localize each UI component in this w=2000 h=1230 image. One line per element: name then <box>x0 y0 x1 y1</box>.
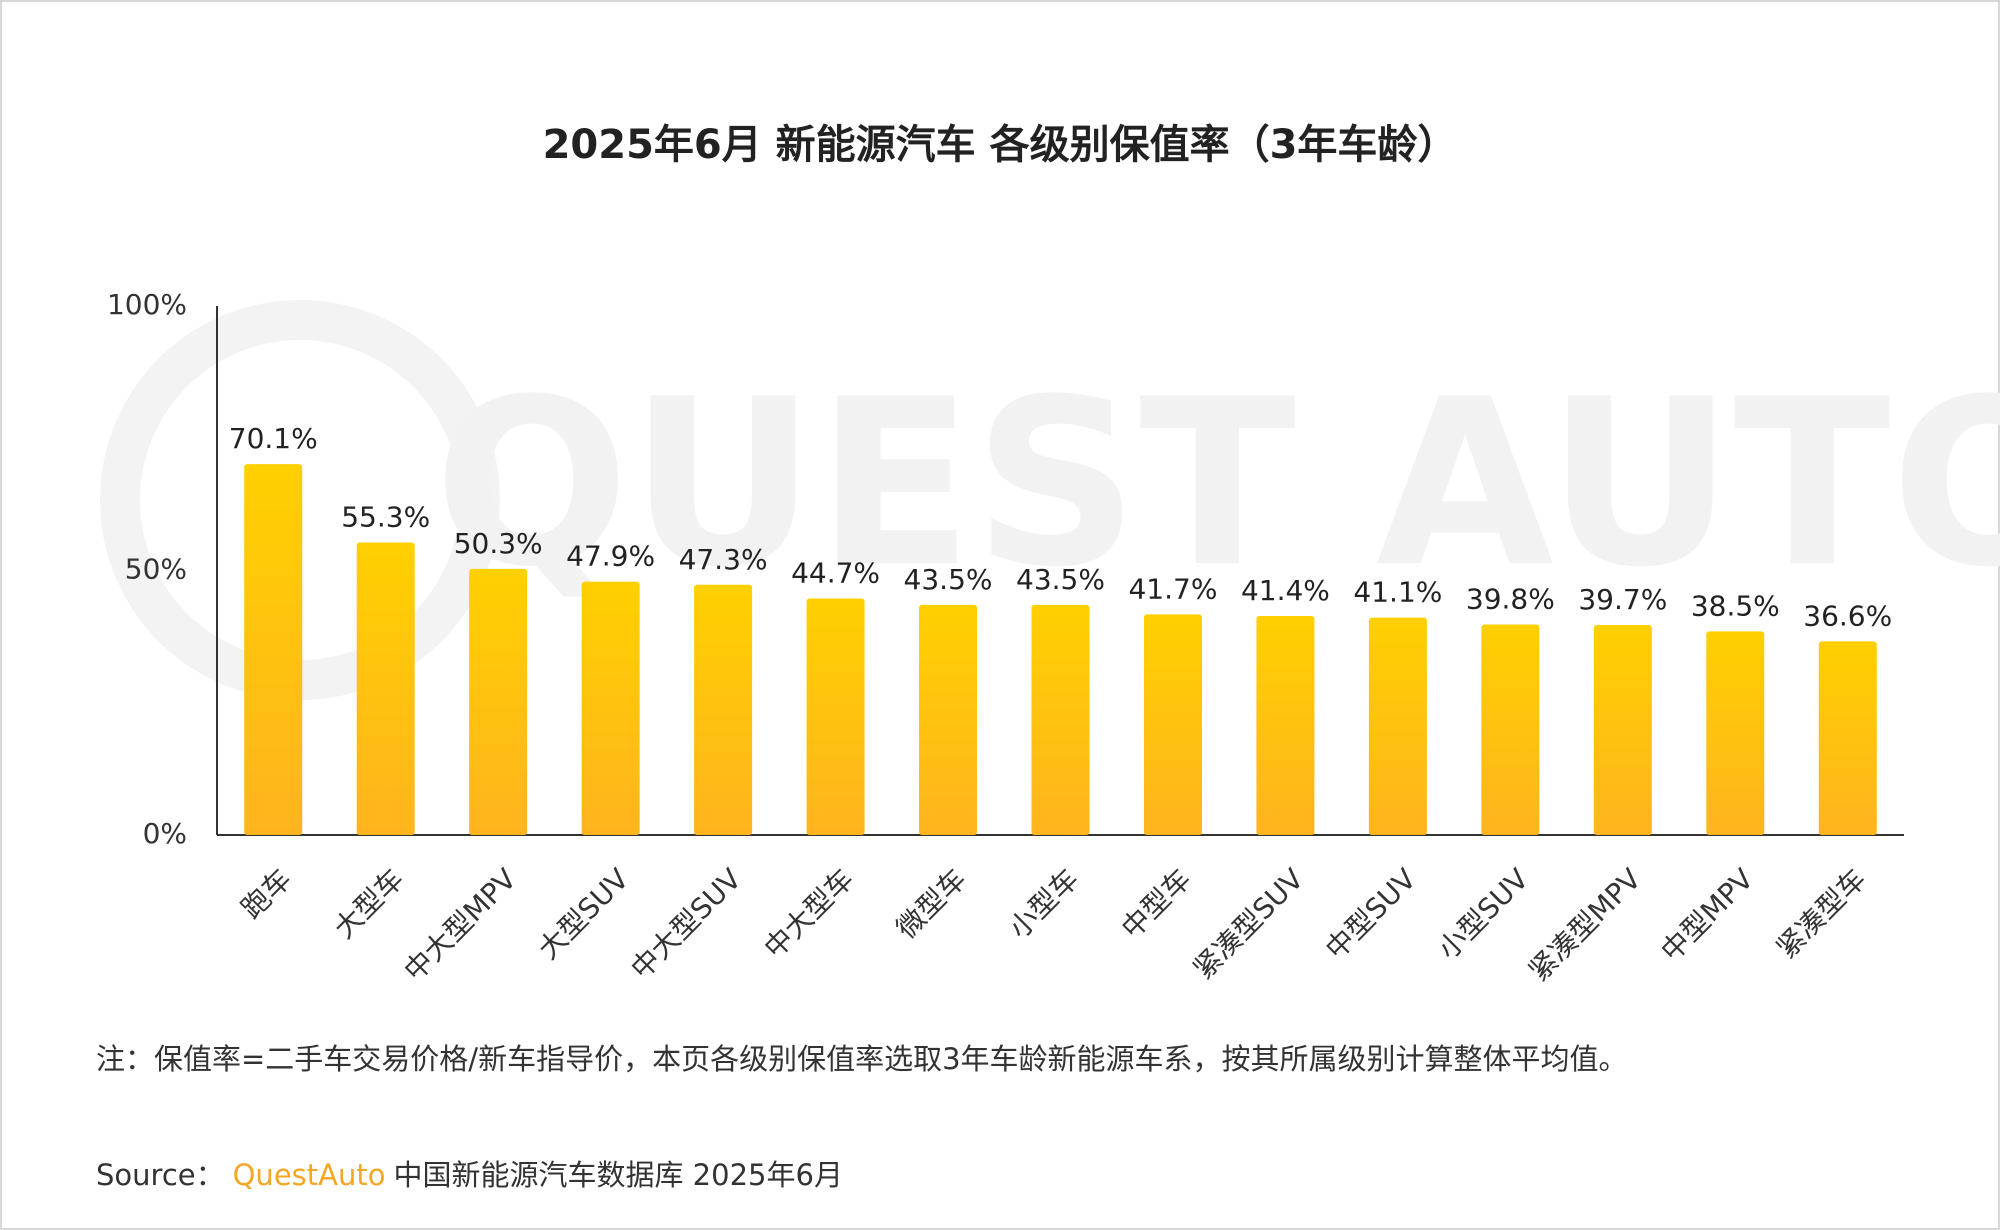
bar <box>469 568 528 835</box>
watermark: QUEST AUTO <box>434 351 2000 618</box>
bar <box>1706 631 1765 835</box>
source-text: 中国新能源汽车数据库 2025年6月 <box>393 1158 842 1192</box>
bar <box>1481 624 1540 835</box>
value-label: 41.4% <box>1241 574 1330 607</box>
bar <box>1143 614 1202 835</box>
value-label: 36.6% <box>1803 599 1892 632</box>
bar <box>1256 615 1315 835</box>
value-label: 43.5% <box>1016 563 1105 596</box>
bar <box>356 542 415 835</box>
value-label: 47.3% <box>679 543 768 576</box>
y-tick-label: 50% <box>125 553 187 586</box>
value-label: 41.7% <box>1128 572 1217 605</box>
value-label: 44.7% <box>791 557 880 590</box>
value-label: 50.3% <box>454 527 543 560</box>
value-label: 39.7% <box>1578 583 1667 616</box>
value-label: 43.5% <box>904 563 993 596</box>
bar <box>694 584 753 835</box>
bar <box>1031 604 1090 835</box>
bar <box>1593 624 1652 835</box>
bar <box>919 604 978 835</box>
bar <box>244 464 303 835</box>
value-label: 39.8% <box>1466 582 1555 615</box>
bar <box>806 598 865 835</box>
value-label: 41.1% <box>1353 576 1442 609</box>
value-label: 55.3% <box>341 500 430 533</box>
bar <box>1368 617 1427 835</box>
value-label: 47.9% <box>566 540 655 573</box>
bar <box>581 581 640 835</box>
bar <box>1818 641 1877 835</box>
note: 注：保值率=二手车交易价格/新车指导价，本页各级别保值率选取3年车龄新能源车系，… <box>96 1042 1628 1076</box>
value-label: 38.5% <box>1691 589 1780 622</box>
chart-title: 2025年6月 新能源汽车 各级别保值率（3年车龄） <box>543 122 1458 168</box>
y-tick-label: 0% <box>143 817 187 850</box>
source-brand: QuestAuto <box>233 1158 386 1192</box>
source-prefix: Source： <box>96 1158 225 1192</box>
y-tick-label: 100% <box>107 288 187 321</box>
source: Source： QuestAuto 中国新能源汽车数据库 2025年6月 <box>96 1158 843 1192</box>
value-label: 70.1% <box>229 422 318 455</box>
